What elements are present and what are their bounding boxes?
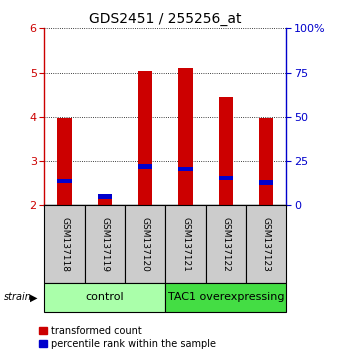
- Bar: [44, 283, 165, 312]
- Bar: [57, 179, 72, 183]
- Text: GSM137121: GSM137121: [181, 217, 190, 272]
- Bar: [259, 180, 273, 184]
- Bar: [178, 68, 193, 205]
- Text: GSM137122: GSM137122: [221, 217, 231, 272]
- Text: TAC1 overexpressing: TAC1 overexpressing: [168, 292, 284, 302]
- Text: control: control: [86, 292, 124, 302]
- Bar: [125, 205, 165, 283]
- Text: GSM137120: GSM137120: [141, 217, 150, 272]
- Bar: [246, 205, 286, 283]
- Text: GSM137119: GSM137119: [100, 217, 109, 272]
- Bar: [98, 198, 112, 205]
- Bar: [259, 118, 273, 205]
- Bar: [138, 71, 152, 205]
- Bar: [219, 97, 233, 205]
- Text: ▶: ▶: [30, 292, 38, 302]
- Text: GSM137118: GSM137118: [60, 217, 69, 272]
- Bar: [57, 118, 72, 205]
- Text: GSM137123: GSM137123: [262, 217, 271, 272]
- Bar: [85, 205, 125, 283]
- Bar: [44, 205, 85, 283]
- Legend: transformed count, percentile rank within the sample: transformed count, percentile rank withi…: [39, 326, 216, 349]
- Bar: [165, 283, 286, 312]
- Text: strain: strain: [3, 292, 31, 302]
- Bar: [98, 194, 112, 199]
- Bar: [178, 167, 193, 171]
- Bar: [219, 176, 233, 180]
- Bar: [165, 205, 206, 283]
- Bar: [206, 205, 246, 283]
- Bar: [138, 164, 152, 169]
- Title: GDS2451 / 255256_at: GDS2451 / 255256_at: [89, 12, 242, 26]
